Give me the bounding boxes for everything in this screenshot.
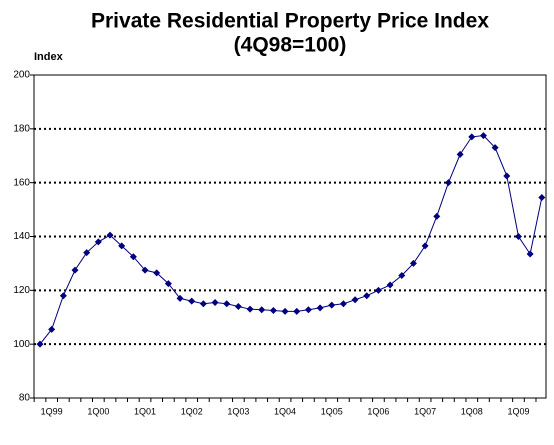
point: [59, 292, 67, 300]
x-tick-label: 1Q05: [321, 406, 343, 416]
chart-subtitle: (4Q98=100): [234, 34, 347, 57]
y-tick-label: 160: [13, 177, 30, 188]
y-axis-label: Index: [34, 51, 64, 63]
point: [491, 144, 499, 152]
x-tick-label: 1Q02: [181, 406, 203, 416]
point: [328, 301, 336, 309]
x-tick-label: 1Q08: [461, 406, 483, 416]
series-line: [39, 135, 543, 345]
x-tick-label: 1Q01: [134, 406, 156, 416]
point: [316, 304, 324, 312]
point: [398, 272, 406, 280]
point: [363, 292, 371, 300]
point: [118, 242, 126, 250]
point: [258, 306, 266, 314]
point: [514, 233, 522, 240]
point: [199, 300, 207, 308]
y-tick-label: 180: [13, 123, 30, 134]
point: [374, 286, 382, 294]
point: [456, 150, 464, 158]
x-tick-label: 1Q03: [227, 406, 249, 416]
x-tick-label: 1Q07: [414, 406, 436, 416]
point: [246, 305, 254, 313]
x-tick-label: 1Q04: [274, 406, 296, 416]
point: [269, 307, 277, 315]
x-tick-label: 1Q09: [507, 406, 529, 416]
point: [479, 132, 487, 140]
point: [304, 306, 312, 314]
point: [106, 231, 114, 239]
point: [36, 340, 44, 348]
y-tick-label: 140: [13, 231, 30, 242]
point: [141, 266, 149, 274]
point: [223, 300, 231, 308]
point: [164, 280, 172, 288]
point: [94, 238, 102, 246]
point: [211, 298, 219, 306]
point: [444, 179, 452, 187]
point: [386, 281, 394, 289]
y-tick-label: 200: [13, 70, 30, 81]
point: [48, 325, 56, 333]
x-tick-label: 1Q00: [87, 406, 109, 416]
plot-frame: [33, 74, 547, 399]
y-tick-label: 80: [19, 393, 31, 404]
point: [409, 259, 417, 267]
point: [503, 172, 511, 180]
point: [421, 242, 429, 250]
y-tick-label: 100: [13, 339, 30, 350]
point: [468, 133, 476, 141]
point: [293, 307, 301, 315]
point: [538, 193, 546, 201]
x-tick-label: 1Q06: [367, 406, 389, 416]
point: [433, 212, 441, 220]
point: [176, 294, 184, 302]
chart-title: Private Residential Property Price Index: [91, 10, 489, 33]
point: [129, 253, 137, 261]
point: [153, 269, 161, 277]
point: [339, 300, 347, 308]
y-tick-label: 120: [13, 285, 30, 296]
point: [526, 250, 534, 258]
point: [281, 307, 289, 315]
point: [351, 296, 359, 304]
point: [71, 266, 79, 274]
point: [83, 249, 91, 257]
point: [234, 302, 242, 310]
point: [188, 297, 196, 305]
x-tick-label: 1Q99: [41, 406, 63, 416]
